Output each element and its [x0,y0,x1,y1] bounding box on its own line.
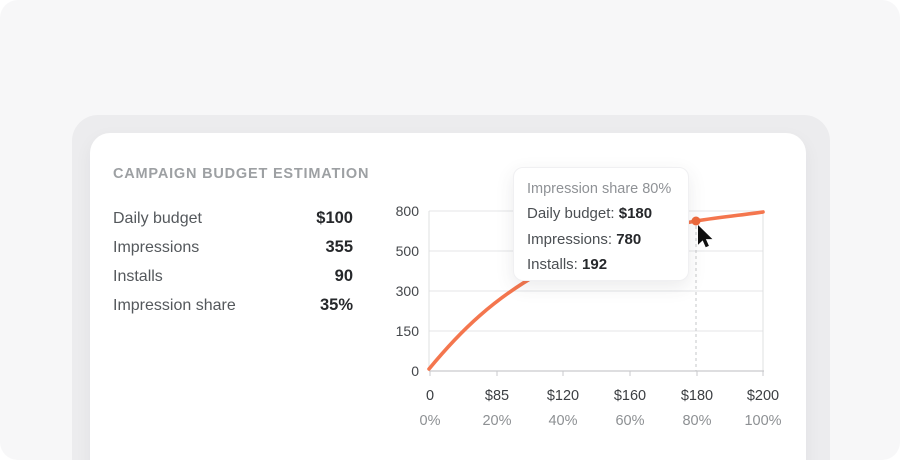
svg-text:300: 300 [396,283,420,299]
svg-text:60%: 60% [615,413,644,429]
svg-text:500: 500 [396,243,420,259]
x-axis-dollar-labels: 0 $85 $120 $160 $180 $200 [426,388,779,404]
metric-value: 90 [334,267,353,285]
svg-text:80%: 80% [682,413,711,429]
mouse-cursor-icon [698,225,713,248]
table-row: Impression share 35% [113,291,353,320]
tooltip-header: Impression share 80% [527,181,672,197]
metric-value: $100 [316,209,353,227]
table-row: Daily budget $100 [113,204,353,233]
chart-tooltip: Impression share 80% Daily budget: $180 … [513,167,689,281]
metric-label: Impression share [113,296,236,314]
campaign-budget-card: CAMPAIGN BUDGET ESTIMATION Daily budget … [90,133,806,460]
x-axis-ticks [429,371,764,376]
svg-text:0: 0 [426,388,434,404]
svg-text:40%: 40% [548,413,577,429]
tooltip-row: Impressions: 780 [527,230,642,248]
card-title: CAMPAIGN BUDGET ESTIMATION [113,166,370,182]
metric-value: 35% [319,296,353,314]
x-axis-percent-labels: 0% 20% 40% 60% 80% 100% [420,413,782,429]
svg-text:0%: 0% [420,413,441,429]
svg-text:20%: 20% [482,413,511,429]
y-axis-labels: 800 500 300 150 0 [396,203,420,379]
metric-label: Impressions [113,238,200,256]
metrics-table: Daily budget $100 Impressions 355 Instal… [113,204,353,320]
svg-text:150: 150 [396,323,420,339]
data-point-dot[interactable] [691,216,701,226]
budget-estimation-chart[interactable]: 800 500 300 150 0 0 $85 $120 $160 $180 $… [390,199,790,439]
tooltip-row: Daily budget: $180 [527,205,653,222]
svg-text:100%: 100% [744,413,781,429]
svg-text:0: 0 [411,363,419,379]
metric-label: Installs [113,267,163,285]
svg-text:$120: $120 [547,388,579,404]
table-row: Installs 90 [113,262,353,291]
svg-text:$160: $160 [614,388,646,404]
metric-value: 355 [325,238,353,256]
svg-text:800: 800 [396,203,420,219]
metric-label: Daily budget [113,209,202,227]
table-row: Impressions 355 [113,233,353,262]
svg-text:$180: $180 [681,388,713,404]
tooltip-row: Installs: 192 [527,256,608,273]
svg-text:$85: $85 [485,388,509,404]
svg-text:$200: $200 [747,388,779,404]
